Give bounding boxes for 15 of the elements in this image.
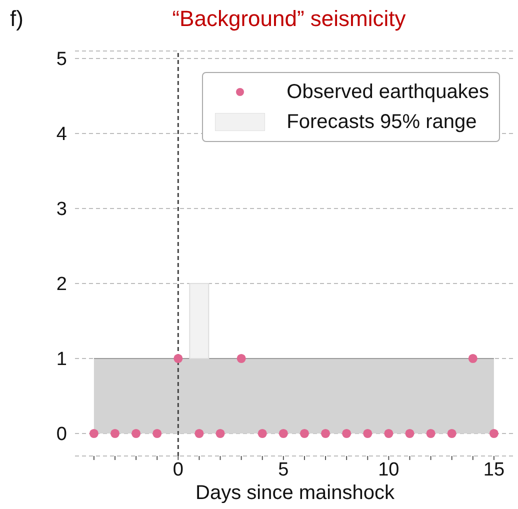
x-tick-label: 15 — [483, 459, 505, 480]
legend-label: Forecasts 95% range — [286, 110, 477, 134]
y-tick-label: 1 — [56, 349, 67, 370]
y-tick-label: 5 — [56, 49, 67, 70]
y-tick-label: 3 — [56, 199, 67, 220]
y-tick-label: 4 — [56, 124, 68, 146]
x-tick-label: 0 — [172, 459, 184, 480]
x-tick-label: 10 — [378, 459, 400, 480]
x-tick-label: 5 — [278, 459, 289, 480]
legend-label: Observed earthquakes — [286, 80, 489, 104]
x-axis-title: Days since mainshock — [196, 482, 396, 504]
y-tick-label: 0 — [56, 424, 67, 446]
y-tick-label: 2 — [56, 274, 67, 296]
text: f) — [10, 6, 24, 32]
chart-title: “Background” seismicity — [172, 6, 406, 31]
